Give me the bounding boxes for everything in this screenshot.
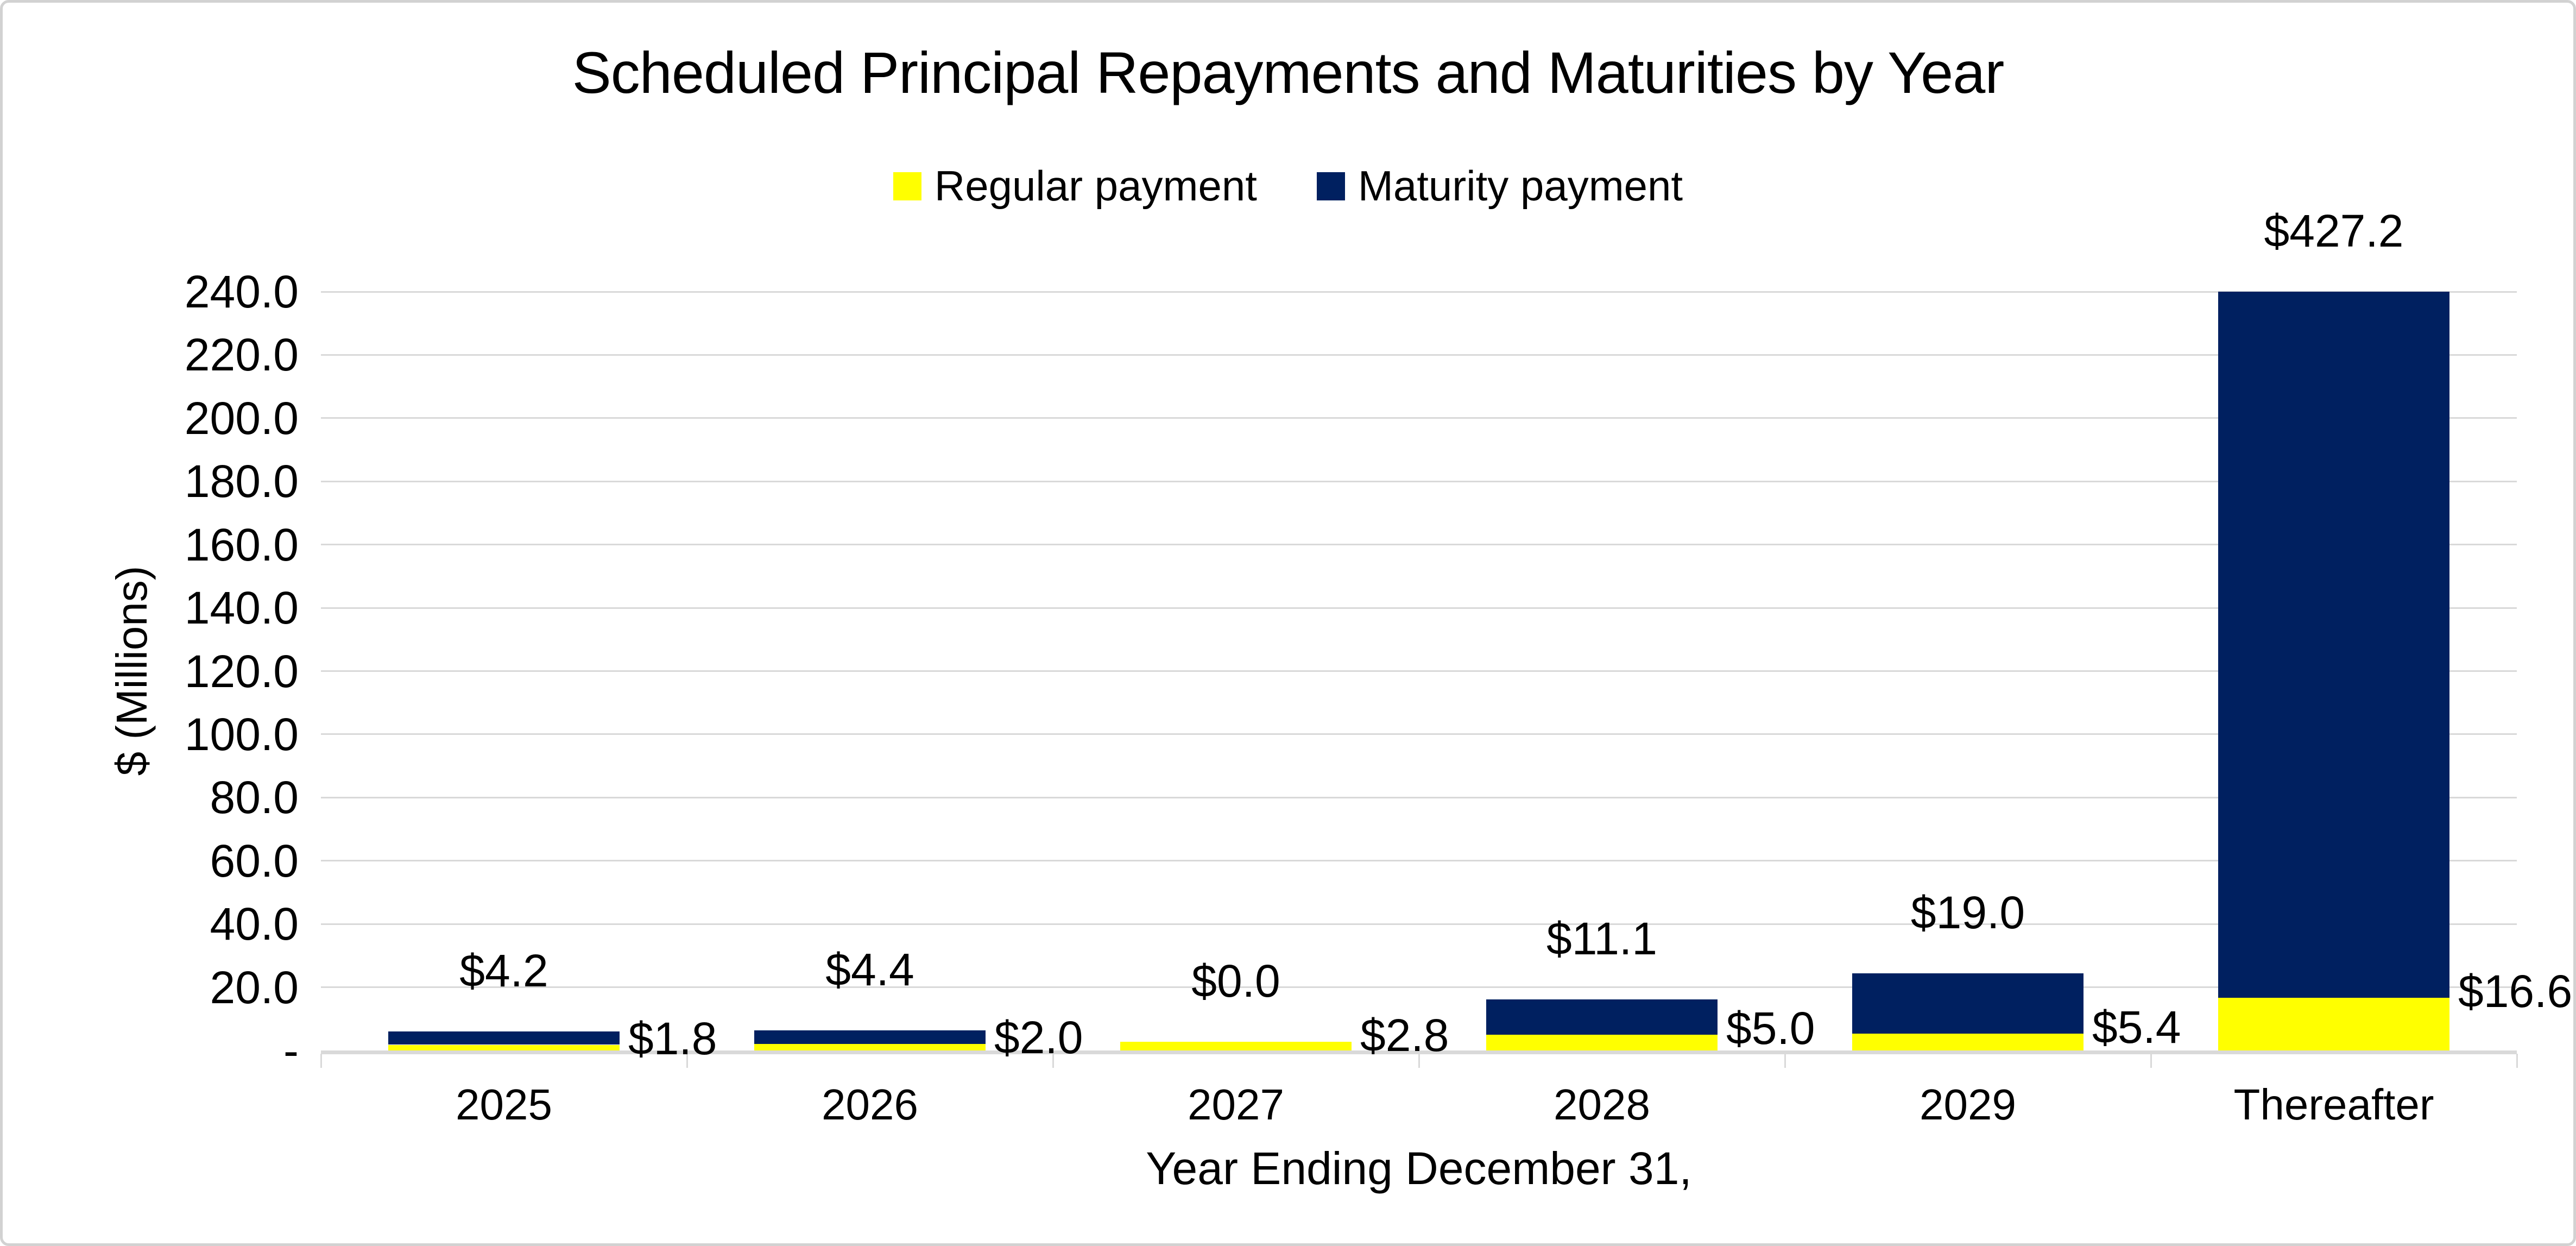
y-tick-label: 220.0 [184, 329, 299, 380]
gridline [321, 291, 2517, 293]
y-tick-label: 140.0 [184, 582, 299, 633]
x-axis-tick [2516, 1054, 2518, 1068]
bar-segment-regular-2028 [1486, 1035, 1718, 1050]
y-tick-label: 100.0 [184, 709, 299, 760]
category-label: 2028 [1554, 1080, 1650, 1129]
data-label-regular: $5.4 [2092, 1002, 2181, 1053]
y-tick-label: - [283, 1025, 299, 1076]
bar-segment-maturity-2025 [388, 1031, 620, 1044]
category-label: 2029 [1920, 1080, 2016, 1129]
legend-label-maturity-payment: Maturity payment [1358, 162, 1683, 210]
gridline [321, 670, 2517, 672]
gridline [321, 544, 2517, 545]
gridline [321, 860, 2517, 861]
data-label-regular: $5.0 [1726, 1003, 1815, 1054]
y-tick-label: 160.0 [184, 519, 299, 570]
data-label-maturity: $19.0 [1910, 887, 2025, 938]
chart-title: Scheduled Principal Repayments and Matur… [572, 40, 2005, 105]
x-axis-tick [1784, 1054, 1786, 1068]
legend-swatch-maturity-payment-icon [1316, 172, 1345, 200]
x-axis-tick [2150, 1054, 2152, 1068]
y-tick-label: 40.0 [210, 898, 299, 949]
x-axis-line [321, 1050, 2517, 1054]
legend-item-maturity-payment: Maturity payment [1316, 161, 1683, 211]
gridline [321, 797, 2517, 798]
x-axis-tick [1052, 1054, 1054, 1068]
data-label-regular: $2.8 [1360, 1010, 1449, 1061]
data-label-maturity: $11.1 [1546, 913, 1657, 964]
bar-segment-maturity-2028 [1486, 999, 1718, 1035]
x-axis-tick [686, 1054, 688, 1068]
data-label-maturity: $4.2 [459, 945, 548, 996]
legend: Regular payment Maturity payment [3, 161, 2573, 211]
bar-segment-regular-2025 [388, 1045, 620, 1050]
category-label: 2025 [456, 1080, 552, 1129]
legend-swatch-regular-payment-icon [893, 172, 921, 200]
gridline [321, 417, 2517, 419]
y-tick-label: 120.0 [184, 646, 299, 697]
y-tick-label: 60.0 [210, 835, 299, 886]
x-axis-tick [320, 1054, 322, 1068]
bar-segment-maturity-2029 [1852, 973, 2083, 1034]
gridline [321, 481, 2517, 482]
data-label-maturity: $4.4 [825, 944, 914, 995]
data-label-regular: $1.8 [628, 1013, 717, 1064]
bar-segment-maturity-Thereafter [2218, 292, 2449, 998]
category-label: Thereafter [2233, 1080, 2434, 1129]
category-label: 2027 [1188, 1080, 1284, 1129]
y-tick-label: 240.0 [184, 266, 299, 317]
y-tick-label: 20.0 [210, 962, 299, 1013]
gridline [321, 354, 2517, 356]
legend-label-regular-payment: Regular payment [934, 162, 1257, 210]
bar-segment-regular-Thereafter [2218, 998, 2449, 1050]
gridline [321, 607, 2517, 609]
bar-segment-maturity-2026 [754, 1030, 986, 1044]
data-label-regular: $16.6 [2458, 966, 2573, 1017]
legend-item-regular-payment: Regular payment [893, 161, 1257, 211]
x-axis-title: Year Ending December 31, [1146, 1143, 1692, 1194]
bar-segment-regular-2026 [754, 1044, 986, 1050]
y-tick-label: 80.0 [210, 772, 299, 823]
bar-segment-regular-2029 [1852, 1034, 2083, 1050]
data-label-maturity: $427.2 [2264, 205, 2404, 256]
gridline [321, 733, 2517, 735]
y-tick-label: 180.0 [184, 456, 299, 507]
bar-segment-regular-2027 [1120, 1042, 1352, 1050]
x-axis-tick [1418, 1054, 1420, 1068]
y-tick-label: 200.0 [184, 393, 299, 444]
gridline [321, 923, 2517, 925]
category-label: 2026 [822, 1080, 918, 1129]
data-label-maturity: $0.0 [1191, 955, 1280, 1006]
gridline [321, 986, 2517, 988]
data-label-regular: $2.0 [994, 1012, 1083, 1063]
